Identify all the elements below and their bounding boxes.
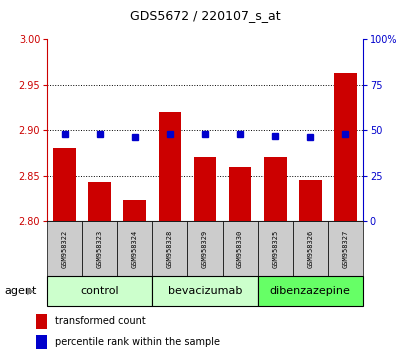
Text: transformed count: transformed count: [55, 316, 146, 326]
Bar: [228, 167, 251, 221]
Bar: [36, 314, 47, 329]
Bar: [222, 221, 257, 276]
Bar: [298, 180, 321, 221]
Bar: [117, 221, 152, 276]
Bar: [36, 335, 47, 349]
Text: GSM958327: GSM958327: [342, 229, 348, 268]
Bar: [88, 182, 111, 221]
Text: GSM958325: GSM958325: [272, 229, 277, 268]
Bar: [47, 221, 82, 276]
Text: agent: agent: [4, 286, 36, 296]
Text: GSM958328: GSM958328: [166, 229, 173, 268]
Bar: [257, 221, 292, 276]
Text: GSM958324: GSM958324: [132, 229, 137, 268]
Bar: [263, 158, 286, 221]
Text: GSM958322: GSM958322: [61, 229, 67, 268]
Bar: [292, 221, 327, 276]
Bar: [327, 221, 362, 276]
Text: GSM958323: GSM958323: [97, 229, 103, 268]
Text: GSM958329: GSM958329: [202, 229, 207, 268]
Bar: [158, 112, 181, 221]
Bar: [53, 148, 76, 221]
Bar: [333, 73, 356, 221]
Text: GSM958330: GSM958330: [236, 229, 243, 268]
Text: dibenzazepine: dibenzazepine: [269, 286, 350, 296]
Bar: [152, 221, 187, 276]
Text: percentile rank within the sample: percentile rank within the sample: [55, 337, 220, 347]
Text: ▶: ▶: [27, 286, 34, 296]
Bar: [187, 221, 222, 276]
Bar: [123, 200, 146, 221]
Bar: [193, 158, 216, 221]
Text: GDS5672 / 220107_s_at: GDS5672 / 220107_s_at: [129, 9, 280, 22]
Text: bevacizumab: bevacizumab: [167, 286, 242, 296]
Text: control: control: [80, 286, 119, 296]
Bar: [47, 276, 152, 306]
Bar: [257, 276, 362, 306]
Text: GSM958326: GSM958326: [306, 229, 312, 268]
Bar: [152, 276, 257, 306]
Bar: [82, 221, 117, 276]
